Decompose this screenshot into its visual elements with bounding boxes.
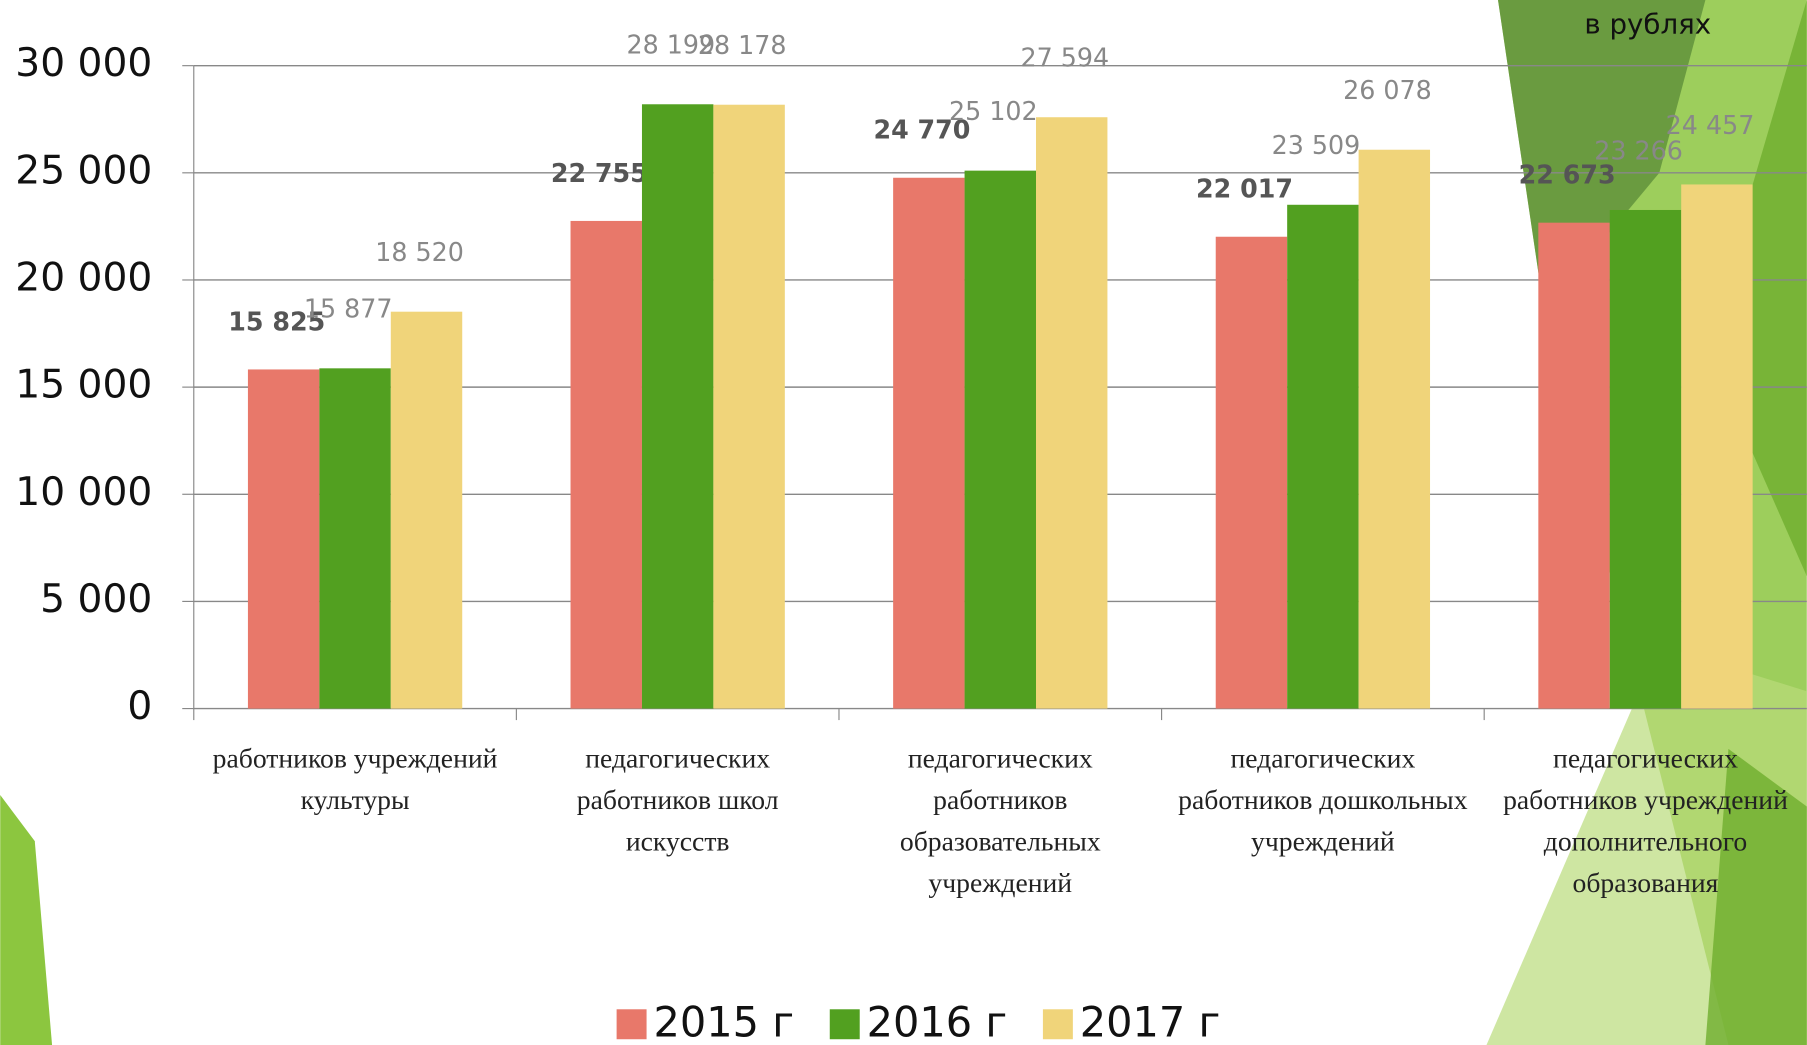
data-label: 15 877 [304,294,393,324]
data-label: 15 825 [228,306,325,336]
x-tick-label: педагогических работников школ искусств [576,744,779,858]
data-label: 28 199 [626,30,715,60]
legend-label: 2017 г [1080,998,1221,1045]
bar [964,170,1036,709]
x-tick-label: педагогических работников учреждений доп… [1503,744,1788,899]
bar [319,368,391,709]
y-tick-label: 15 000 [15,363,152,408]
x-tick-label-box: работников учреждений культуры [212,744,498,816]
bar [1287,204,1359,709]
bar [1035,117,1108,709]
y-tick-label: 20 000 [15,255,152,300]
data-label: 26 078 [1343,75,1432,105]
y-tick-label: 0 [127,684,152,729]
bar [1215,236,1288,709]
y-tick-label: 10 000 [15,470,152,515]
bar [390,311,463,709]
bar [893,177,965,709]
bar [1609,209,1682,709]
bar [1681,184,1753,709]
x-tick-label-box: педагогических работников образовательны… [899,744,1101,899]
bar [1538,222,1610,709]
data-label: 24 770 [873,115,970,145]
bar [713,104,785,709]
x-tick-label-box: педагогических работников дошкольных учр… [1178,744,1468,858]
data-label: 23 266 [1594,135,1683,165]
data-label: 22 673 [1519,160,1616,190]
y-tick-label: 5 000 [40,577,152,622]
y-tick-label: 30 000 [15,41,152,86]
x-tick-label: работников учреждений культуры [212,744,498,816]
data-label: 28 178 [698,30,787,60]
data-label: 18 520 [375,237,464,267]
x-tick-label-box: педагогических работников учреждений доп… [1503,744,1788,899]
data-label: 27 594 [1020,43,1109,73]
data-label: 23 509 [1272,130,1361,160]
legend-label: 2016 г [867,998,1008,1045]
bar [247,369,320,709]
legend-swatch [1042,1009,1073,1040]
x-tick-label: педагогических работников образовательны… [899,744,1101,899]
unit-label: в рублях [1584,7,1711,40]
legend-swatch [616,1009,647,1040]
data-label: 25 102 [949,96,1038,126]
legend-label: 2015 г [653,998,794,1045]
bar [570,220,642,709]
bar [641,104,714,709]
bar [1358,149,1431,709]
data-label: 22 017 [1196,174,1293,204]
y-tick-label: 25 000 [15,148,152,193]
x-tick-label-box: педагогических работников школ искусств [576,744,779,858]
x-tick-label: педагогических работников дошкольных учр… [1178,744,1468,858]
legend-swatch [829,1009,860,1040]
data-label: 24 457 [1666,110,1755,140]
data-label: 22 755 [551,158,648,188]
